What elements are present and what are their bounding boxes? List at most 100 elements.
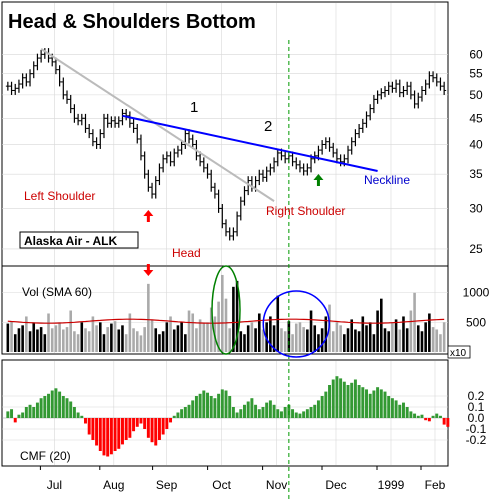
cmf-bar <box>28 404 32 418</box>
cmf-bar <box>335 376 339 418</box>
volume-bar <box>442 322 446 352</box>
volume-bar <box>420 331 424 352</box>
cmf-bar <box>209 396 213 418</box>
volume-bar <box>110 323 113 352</box>
volume-bar <box>198 319 202 352</box>
volume-bar <box>291 334 294 352</box>
cmf-bar <box>106 418 110 457</box>
volume-bars <box>6 274 446 352</box>
cmf-bar <box>339 378 343 418</box>
volume-bar <box>202 323 206 352</box>
cmf-bar <box>438 415 442 418</box>
volume-bar <box>106 327 109 352</box>
cmf-bar <box>416 415 420 418</box>
cmf-bar <box>228 396 232 418</box>
cmf-bar <box>169 418 173 423</box>
cmf-bar <box>143 418 147 429</box>
cmf-bar <box>442 418 446 425</box>
volume-bar <box>65 327 69 352</box>
cmf-bar <box>43 396 47 418</box>
x-tick-label: Dec <box>325 478 346 492</box>
volume-bar <box>161 331 165 352</box>
cmf-bar <box>180 409 184 418</box>
volume-bar <box>73 331 76 352</box>
volume-bar <box>346 328 350 352</box>
cmf-bar <box>294 412 298 418</box>
volume-bar <box>428 313 431 352</box>
cmf-bar <box>124 418 128 440</box>
cmf-bar <box>165 418 169 429</box>
cmf-bar <box>76 412 80 418</box>
volume-bar <box>91 316 95 352</box>
cmf-bar <box>231 407 235 418</box>
volume-bar <box>172 329 176 352</box>
cmf-bar <box>95 418 99 446</box>
volume-bar <box>424 322 427 352</box>
ticker-box <box>19 231 139 249</box>
volume-bar <box>372 334 376 352</box>
cmf-bar <box>183 407 187 418</box>
volume-bar <box>169 316 172 352</box>
volume-label: Vol (SMA 60) <box>22 285 92 299</box>
volume-bar <box>217 301 220 352</box>
volume-bar <box>339 325 342 352</box>
cmf-bar <box>298 413 302 418</box>
cmf-bar <box>261 407 265 418</box>
volume-bar <box>298 322 302 352</box>
price-tick-label: 60 <box>469 47 483 61</box>
volume-bar <box>243 334 246 352</box>
cmf-bar <box>13 418 17 423</box>
volume-bar <box>102 334 106 352</box>
cmf-bar <box>398 404 402 418</box>
cmf-bar <box>276 409 280 418</box>
overlay <box>40 40 378 500</box>
cmf-bar <box>394 400 398 418</box>
right-shoulder-arrow <box>313 174 324 186</box>
volume-bar <box>361 316 365 352</box>
volume-multiplier: x10 <box>450 348 467 359</box>
cmf-bar <box>413 413 417 418</box>
cmf-bar <box>198 393 202 418</box>
cmf-bar <box>39 398 43 418</box>
price-tick-label: 30 <box>469 201 483 215</box>
volume-bar <box>32 322 36 352</box>
cmf-bar <box>35 402 39 418</box>
price-tick-label: 25 <box>469 242 483 256</box>
volume-tick-label: 1000 <box>463 286 490 300</box>
cmf-bar <box>291 409 295 418</box>
volume-bar <box>180 322 183 352</box>
cmf-bar <box>324 391 328 418</box>
cmf-bar <box>206 392 209 418</box>
volume-bar <box>47 313 50 352</box>
volume-bar <box>87 331 91 352</box>
cmf-bar <box>69 401 73 418</box>
volume-bar <box>69 310 72 352</box>
cmf-bar <box>187 404 191 418</box>
cmf-bar <box>154 418 158 446</box>
volume-bar <box>228 328 231 352</box>
volume-bar <box>28 331 32 352</box>
volume-bar <box>309 310 313 352</box>
volume-multiplier-box <box>447 345 471 359</box>
volume-bar <box>124 334 128 352</box>
volume-bar <box>147 283 150 352</box>
volume-bar <box>121 325 124 352</box>
head-arrow <box>143 264 154 276</box>
cmf-bar <box>24 407 28 418</box>
cmf-bar <box>365 389 368 418</box>
x-tick-label: Jul <box>47 478 62 492</box>
volume-bar <box>98 322 102 352</box>
volume-bar <box>76 334 80 352</box>
cmf-bar <box>268 400 272 418</box>
cmf-bar <box>109 418 113 455</box>
volume-bar <box>324 316 328 352</box>
cmf-bar <box>331 379 335 418</box>
volume-bar <box>50 328 54 352</box>
volume-bar <box>283 331 287 352</box>
cmf-bar <box>368 393 372 418</box>
cmf-bar <box>47 393 50 418</box>
volume-bar <box>135 331 139 352</box>
cmf-bar <box>191 400 195 418</box>
cmf-bar <box>346 385 350 418</box>
